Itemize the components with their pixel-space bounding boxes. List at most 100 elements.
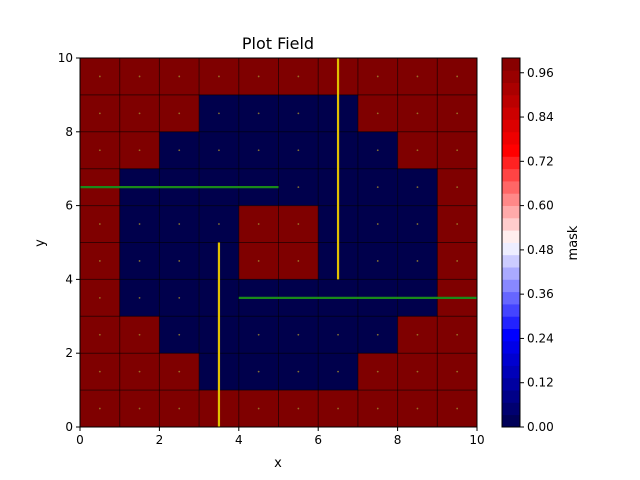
- colorbar-segment: [502, 131, 520, 145]
- field-marker: [297, 333, 300, 336]
- field-marker: [416, 407, 419, 410]
- field-marker: [456, 149, 459, 152]
- x-axis: 0 2 4 6 8 10: [76, 427, 485, 447]
- field-marker: [456, 223, 459, 225]
- colorbar-tick-label: 0.36: [527, 287, 554, 301]
- colorbar-tick-label: 0.00: [527, 420, 554, 434]
- colorbar-tick-label: 0.72: [527, 154, 554, 168]
- field-marker: [138, 260, 141, 262]
- field-marker: [257, 260, 260, 262]
- field-marker: [218, 75, 220, 78]
- colorbar-segment: [502, 291, 520, 305]
- colorbar-frame: [501, 57, 521, 428]
- field-marker: [456, 260, 459, 262]
- colorbar-segment: [502, 107, 520, 120]
- x-tick-label: 2: [156, 433, 164, 447]
- y-tick-label: 4: [65, 272, 73, 286]
- field-marker: [416, 149, 419, 152]
- colorbar-segment: [502, 181, 520, 194]
- field-marker: [178, 75, 181, 78]
- field-marker: [98, 370, 101, 373]
- colorbar-segment: [502, 267, 520, 280]
- field-marker: [178, 370, 181, 373]
- field-marker: [138, 333, 141, 336]
- field-marker: [337, 333, 339, 336]
- colorbar: 0.00 0.12 0.24 0.36 0.48 0.60 0.72 0.84 0.96: [501, 57, 554, 434]
- field-marker: [456, 407, 459, 410]
- colorbar-segment: [502, 156, 520, 170]
- colorbar-segment: [502, 365, 520, 379]
- field-marker: [138, 149, 141, 152]
- field-marker: [297, 223, 300, 225]
- field-marker: [257, 223, 260, 225]
- x-tick-label: 0: [76, 433, 84, 447]
- field-marker: [138, 407, 141, 410]
- colorbar-segment: [502, 328, 520, 342]
- field-marker: [257, 149, 260, 152]
- field-marker: [218, 112, 220, 115]
- colorbar-tick-label: 0.12: [527, 376, 554, 390]
- field-marker: [178, 112, 181, 115]
- field-marker: [456, 370, 459, 373]
- field-marker: [297, 186, 300, 189]
- colorbar-segment: [502, 242, 520, 256]
- colorbar-segment: [502, 193, 520, 206]
- y-tick-label: 8: [65, 125, 73, 139]
- colorbar-segment: [502, 353, 520, 366]
- field-marker: [257, 407, 260, 410]
- field-marker: [416, 186, 419, 189]
- colorbar-segment: [502, 144, 520, 157]
- field-marker: [376, 186, 379, 189]
- field-marker: [138, 75, 141, 78]
- plot-area: [79, 57, 478, 428]
- field-marker: [98, 260, 101, 262]
- colorbar-segment: [502, 94, 520, 108]
- field-marker: [257, 370, 260, 373]
- field-marker: [416, 75, 419, 78]
- field-marker: [416, 333, 419, 336]
- colorbar-segment: [502, 230, 520, 243]
- field-marker: [297, 260, 300, 262]
- colorbar-segment: [502, 168, 520, 182]
- field-marker: [376, 223, 379, 225]
- field-marker: [98, 296, 101, 299]
- field-marker: [218, 149, 220, 152]
- field-marker: [178, 296, 181, 299]
- plot-frame: [79, 57, 478, 428]
- field-marker: [297, 149, 300, 152]
- field-marker: [456, 333, 459, 336]
- y-tick-label: 2: [65, 346, 73, 360]
- x-tick-label: 10: [469, 433, 484, 447]
- x-tick-label: 4: [235, 433, 243, 447]
- field-marker: [376, 333, 379, 336]
- field-marker: [178, 149, 181, 152]
- y-tick-label: 0: [65, 420, 73, 434]
- field-marker: [138, 223, 141, 225]
- field-marker: [416, 370, 419, 373]
- field-marker: [98, 75, 101, 78]
- field-marker: [376, 407, 379, 410]
- colorbar-segment: [502, 402, 520, 416]
- field-marker: [98, 112, 101, 115]
- field-marker: [297, 407, 300, 410]
- field-marker: [178, 333, 181, 336]
- colorbar-segment: [502, 279, 520, 293]
- field-marker: [376, 112, 379, 115]
- field-marker: [337, 370, 339, 373]
- field-marker: [257, 75, 260, 78]
- x-tick-label: 8: [394, 433, 402, 447]
- colorbar-label: mask: [566, 225, 581, 260]
- colorbar-segment: [502, 205, 520, 219]
- colorbar-segment: [502, 377, 520, 391]
- field-marker: [376, 75, 379, 78]
- field-marker: [218, 223, 220, 225]
- field-marker: [178, 407, 181, 410]
- field-marker: [138, 112, 141, 115]
- colorbar-segment: [502, 119, 520, 133]
- y-axis: 0 2 4 6 8 10: [58, 51, 80, 434]
- field-marker: [416, 260, 419, 262]
- colorbar-segment: [502, 254, 520, 268]
- field-marker: [376, 260, 379, 262]
- field-marker: [456, 112, 459, 115]
